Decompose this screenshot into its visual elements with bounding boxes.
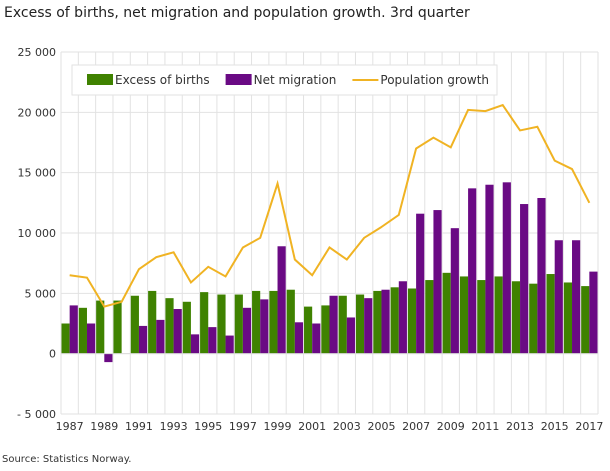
bar-net-migration — [346, 317, 355, 354]
x-tick-label: 2007 — [402, 420, 430, 433]
bar-net-migration — [381, 289, 390, 354]
x-tick-label: 2003 — [333, 420, 361, 433]
bar-excess-of-births — [304, 306, 313, 354]
bar-net-migration — [260, 299, 269, 354]
bar-excess-of-births — [96, 300, 105, 354]
bar-excess-of-births — [581, 286, 590, 354]
bar-excess-of-births — [165, 298, 174, 354]
y-tick-label: 15 000 — [18, 167, 57, 180]
bar-excess-of-births — [511, 281, 521, 354]
x-tick-label: 1991 — [125, 420, 153, 433]
bar-excess-of-births — [113, 300, 122, 354]
bar-net-migration — [86, 323, 96, 354]
chart-title: Excess of births, net migration and popu… — [4, 5, 470, 21]
x-tick-label: 1987 — [56, 420, 84, 433]
bar-net-migration — [554, 240, 563, 354]
bar-net-migration — [485, 184, 494, 354]
bar-excess-of-births — [269, 290, 278, 354]
bar-excess-of-births — [252, 290, 261, 354]
bar-excess-of-births — [148, 290, 157, 354]
bar-excess-of-births — [407, 288, 417, 354]
bar-excess-of-births — [182, 301, 191, 354]
bar-net-migration — [537, 198, 546, 354]
bar-excess-of-births — [494, 276, 503, 354]
bar-excess-of-births — [234, 294, 243, 354]
bar-net-migration — [208, 327, 217, 354]
bar-net-migration — [104, 353, 113, 363]
y-tick-label: 20 000 — [18, 106, 57, 119]
x-tick-label: 2015 — [541, 420, 569, 433]
bar-net-migration — [433, 210, 442, 354]
bar-net-migration — [294, 322, 304, 354]
y-tick-label: 5 000 — [25, 287, 57, 300]
bar-net-migration — [589, 271, 598, 354]
bar-excess-of-births — [61, 323, 70, 354]
bar-net-migration — [572, 240, 581, 354]
source-note: Source: Statistics Norway. — [2, 454, 132, 465]
y-tick-label: - 5 000 — [17, 408, 56, 421]
bar-net-migration — [190, 334, 200, 354]
bar-excess-of-births — [321, 305, 330, 354]
bar-excess-of-births — [425, 280, 434, 354]
bar-excess-of-births — [373, 290, 382, 354]
bar-excess-of-births — [200, 292, 209, 354]
x-tick-label: 1995 — [194, 420, 222, 433]
bar-net-migration — [225, 335, 234, 354]
legend-swatch — [87, 74, 113, 85]
bar-net-migration — [156, 319, 165, 354]
legend-label: Population growth — [380, 73, 489, 87]
x-tick-label: 1989 — [90, 420, 118, 433]
bar-excess-of-births — [217, 294, 226, 354]
bar-net-migration — [520, 204, 529, 354]
bar-net-migration — [398, 281, 407, 354]
y-tick-label: 25 000 — [18, 46, 57, 59]
bar-excess-of-births — [355, 294, 365, 354]
bar-net-migration — [242, 307, 252, 354]
x-tick-label: 1993 — [160, 420, 188, 433]
bar-excess-of-births — [546, 274, 555, 354]
legend-box — [71, 64, 498, 96]
bar-net-migration — [416, 213, 425, 354]
x-tick-label: 2013 — [506, 420, 534, 433]
x-tick-label: 2001 — [298, 420, 326, 433]
bar-net-migration — [364, 298, 373, 354]
bar-net-migration — [468, 188, 477, 354]
bar-excess-of-births — [338, 295, 347, 354]
bar-net-migration — [173, 309, 182, 354]
x-tick-label: 2011 — [471, 420, 499, 433]
bar-excess-of-births — [130, 295, 139, 354]
x-tick-label: 2017 — [575, 420, 603, 433]
bar-net-migration — [138, 325, 148, 354]
bar-net-migration — [502, 182, 511, 354]
bar-excess-of-births — [477, 280, 486, 354]
bar-excess-of-births — [442, 272, 451, 354]
bar-excess-of-births — [459, 276, 469, 354]
bar-excess-of-births — [390, 287, 399, 354]
bar-net-migration — [312, 323, 321, 354]
bar-net-migration — [329, 295, 338, 354]
y-tick-label: 0 — [49, 348, 56, 361]
bar-net-migration — [69, 305, 78, 354]
y-tick-label: 10 000 — [18, 227, 57, 240]
legend-swatch — [225, 74, 252, 85]
legend-label: Net migration — [254, 73, 337, 87]
bar-net-migration — [277, 246, 286, 354]
legend-label: Excess of births — [115, 73, 210, 87]
bar-excess-of-births — [286, 289, 295, 354]
bar-excess-of-births — [78, 307, 87, 354]
x-tick-label: 2005 — [367, 420, 395, 433]
bar-excess-of-births — [563, 282, 573, 354]
x-tick-label: 1999 — [264, 420, 292, 433]
x-tick-label: 1997 — [229, 420, 257, 433]
bar-excess-of-births — [529, 283, 538, 354]
bar-net-migration — [450, 228, 459, 354]
x-tick-label: 2009 — [437, 420, 465, 433]
